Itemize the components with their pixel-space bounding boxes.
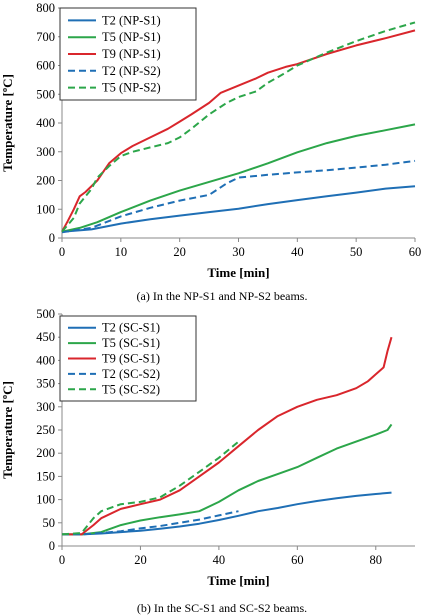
caption-a: (a) In the NP-S1 and NP-S2 beams. (137, 289, 308, 303)
chart-0: 0 100 200 300 400 500 600 700 800 0 10 20 30 40 50 60 Ti… (0, 1, 421, 280)
x-tick-label: 80 (370, 553, 383, 567)
y-tick-label: 600 (36, 59, 55, 73)
x-tick-label: 10 (115, 245, 128, 259)
y-tick-label: 300 (36, 400, 55, 414)
y-tick-label: 250 (36, 423, 55, 437)
legend-label: T9 (SC-S1) (102, 352, 160, 366)
y-tick-label: 100 (36, 202, 55, 216)
y-tick-label: 500 (36, 307, 55, 321)
y-tick-label: 0 (49, 539, 55, 553)
y-tick-label: 400 (36, 353, 55, 367)
series-line-t5-np-s1 (61, 123, 416, 233)
y-tick-label: 300 (36, 145, 55, 159)
x-tick-label: 40 (291, 245, 304, 259)
series-line-t9-sc-s1 (62, 336, 393, 536)
x-axis-label: Time [min] (207, 265, 269, 280)
y-tick-label: 150 (36, 469, 55, 483)
legend-label: T2 (NP-S2) (102, 64, 161, 78)
legend: T2 (SC-S1)T5 (SC-S1) T9 (SC-S1)T2 (SC-S2)… (59, 315, 197, 402)
legend-label: T5 (NP-S2) (102, 81, 161, 95)
x-tick-label: 60 (291, 553, 304, 567)
chart-1: 0 50 100 150 200 250 300 350 400 450 500 0 20 40 60 80 T… (0, 307, 415, 588)
x-tick-label: 20 (134, 553, 147, 567)
series-line-t2-np-s2 (61, 159, 416, 234)
y-axis-label: Temperature [ºC] (0, 74, 15, 172)
x-tick-label: 0 (59, 245, 65, 259)
y-tick-label: 700 (36, 30, 55, 44)
legend-label: T2 (SC-S1) (102, 321, 160, 335)
y-tick-label: 450 (36, 330, 55, 344)
legend: T2 (NP-S1) T5 (NP-S1) T9 (NP-S1) T2 (NP-S2)… (59, 7, 197, 101)
x-tick-label: 50 (350, 245, 363, 259)
y-tick-label: 400 (36, 116, 55, 130)
y-axis-label: Temperature [ºC] (0, 381, 15, 479)
y-tick-label: 50 (43, 516, 56, 530)
x-tick-label: 60 (409, 245, 422, 259)
series-line-t5-np-s2 (61, 21, 416, 233)
legend-label: T5 (SC-S1) (102, 336, 160, 350)
y-tick-label: 0 (49, 231, 55, 245)
legend-label: T2 (SC-S2) (102, 367, 160, 381)
series-line-t2-sc-s2 (62, 510, 239, 536)
series-line-t5-sc-s2 (61, 440, 240, 536)
series-line-t2-np-s1 (61, 185, 416, 233)
legend-label: T5 (NP-S1) (102, 30, 161, 44)
y-tick-label: 350 (36, 377, 55, 391)
y-tick-label: 100 (36, 493, 55, 507)
y-tick-label: 800 (36, 1, 55, 15)
legend-label: T9 (NP-S1) (102, 47, 161, 61)
legend-label: T5 (SC-S2) (102, 382, 160, 396)
x-tick-label: 30 (232, 245, 245, 259)
x-tick-label: 40 (213, 553, 226, 567)
y-tick-label: 200 (36, 174, 55, 188)
y-tick-label: 500 (36, 87, 55, 101)
x-axis-label: Time [min] (207, 573, 269, 588)
x-tick-label: 20 (173, 245, 186, 259)
y-tick-label: 200 (36, 446, 55, 460)
series-line-t5-sc-s1 (62, 423, 393, 536)
legend-label: T2 (NP-S1) (102, 13, 161, 27)
caption-b: (b) In the SC-S1 and SC-S2 beams. (137, 601, 307, 615)
x-tick-label: 0 (59, 553, 65, 567)
